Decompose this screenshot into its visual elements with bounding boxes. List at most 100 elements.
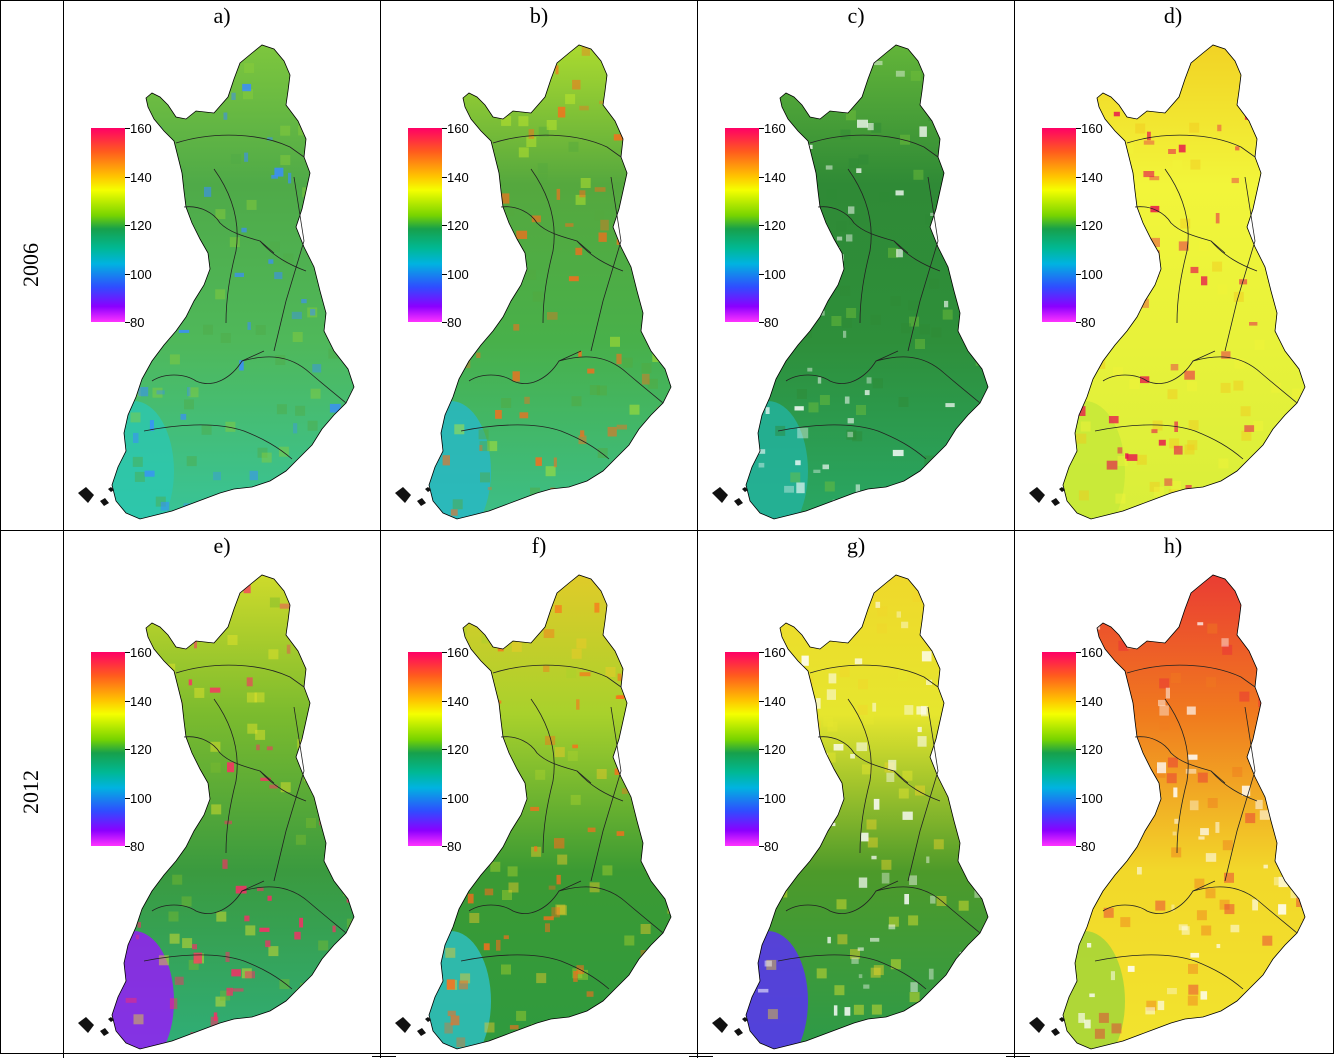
map-panel-g: g) 160 140 120 100 80	[698, 531, 1014, 1055]
colorbar-tick	[442, 225, 447, 226]
colorbar-tick	[442, 797, 447, 799]
colorbar-tick	[759, 322, 764, 323]
colorbar-tick	[759, 700, 764, 702]
colorbar-tick-label: 160	[447, 645, 469, 660]
colorbar-tick-label: 100	[130, 790, 152, 806]
colorbar-tick	[1076, 322, 1081, 323]
panel-label: f)	[531, 533, 547, 558]
colorbar-tick	[125, 225, 130, 226]
colorbar-tick	[1076, 128, 1081, 129]
colorbar-tick-label: 160	[764, 645, 786, 660]
colorbar-tick-label: 120	[130, 742, 152, 757]
map-panel-c: c) 160 140 120 100 80	[698, 1, 1014, 525]
grid-line	[0, 530, 1334, 531]
finland-map	[712, 574, 989, 1050]
colorbar-tick	[125, 797, 130, 799]
map-panel-e: e) 160 140 120 100 80	[64, 531, 380, 1055]
colorbar-tick	[759, 225, 764, 226]
row-label-2012: 2012	[0, 531, 62, 1053]
colorbar-tick	[125, 322, 130, 323]
colorbar-tick	[1076, 797, 1081, 799]
colorbar-tick-label: 80	[447, 839, 462, 854]
colorbar-tick-label: 120	[1081, 742, 1103, 757]
finland-map	[78, 44, 355, 520]
grid-line	[1333, 0, 1334, 1054]
colorbar-tick-label: 80	[130, 315, 145, 330]
row-label-text: 2006	[18, 243, 43, 287]
colorbar-tick	[442, 846, 447, 847]
colorbar-tick	[125, 846, 130, 847]
colorbar-tick-label: 160	[1081, 645, 1103, 660]
map-panel-b: b) 160 140 120 100 80	[381, 1, 697, 525]
colorbar-tick	[1076, 273, 1081, 275]
map-panel-f: f) 160 140 120 100 80	[381, 531, 697, 1055]
colorbar-tick-label: 80	[447, 315, 462, 330]
colorbar: 160 140 120 100 80	[1042, 646, 1103, 853]
colorbar-tick-label: 120	[130, 218, 152, 233]
colorbar-tick-label: 120	[764, 218, 786, 233]
colorbar-tick-label: 160	[764, 121, 786, 136]
colorbar-tick	[1076, 700, 1081, 702]
grid-line	[372, 1056, 396, 1057]
colorbar-tick-label: 80	[1081, 315, 1096, 330]
colorbar-gradient	[91, 652, 125, 846]
colorbar-tick-label: 160	[447, 121, 469, 136]
panel-label: e)	[213, 533, 231, 558]
colorbar-tick-label: 100	[764, 790, 786, 806]
colorbar-gradient	[91, 128, 125, 322]
colorbar-tick	[759, 749, 764, 750]
colorbar-tick	[125, 273, 130, 275]
colorbar-tick	[759, 797, 764, 799]
grid-line	[697, 0, 698, 1058]
colorbar-tick-label: 120	[447, 218, 469, 233]
colorbar-tick	[1076, 652, 1081, 653]
colorbar: 160 140 120 100 80	[725, 646, 786, 853]
colorbar-tick	[1076, 846, 1081, 847]
row-label-text: 2012	[18, 770, 43, 814]
colorbar: 160 140 120 100 80	[91, 646, 152, 853]
grid-line	[689, 1056, 713, 1057]
colorbar-tick-label: 80	[1081, 839, 1096, 854]
grid-line	[0, 0, 1, 1054]
colorbar-gradient	[1042, 128, 1076, 322]
row-label-2006: 2006	[0, 0, 62, 530]
finland-map	[395, 574, 672, 1050]
colorbar-tick-label: 80	[130, 839, 145, 854]
colorbar-tick	[442, 128, 447, 129]
map-panel-a: a) 160 140 120 100 80	[64, 1, 380, 525]
colorbar-tick	[1076, 176, 1081, 178]
colorbar-tick	[442, 322, 447, 323]
colorbar-tick	[125, 700, 130, 702]
colorbar-gradient	[725, 652, 759, 846]
colorbar-tick	[442, 652, 447, 653]
colorbar-tick-label: 160	[130, 645, 152, 660]
finland-map	[78, 574, 355, 1050]
finland-map	[1029, 44, 1306, 520]
colorbar-tick-label: 140	[447, 693, 469, 709]
colorbar-gradient	[725, 128, 759, 322]
colorbar-tick-label: 100	[130, 266, 152, 282]
colorbar-tick	[1076, 225, 1081, 226]
colorbar-tick	[442, 700, 447, 702]
colorbar: 160 140 120 100 80	[91, 122, 152, 329]
grid-line	[0, 1053, 1334, 1054]
colorbar: 160 140 120 100 80	[408, 122, 469, 329]
colorbar: 160 140 120 100 80	[1042, 122, 1103, 329]
map-panel-d: d) 160 140 120 100 80	[1015, 1, 1331, 525]
panel-label: a)	[213, 3, 231, 28]
colorbar-tick	[759, 273, 764, 275]
colorbar-tick-label: 140	[1081, 693, 1103, 709]
colorbar-tick-label: 100	[1081, 266, 1103, 282]
colorbar-tick	[442, 176, 447, 178]
colorbar-tick	[1076, 749, 1081, 750]
colorbar-tick	[759, 176, 764, 178]
grid-line	[1014, 0, 1015, 1058]
finland-map	[395, 44, 672, 520]
panel-label: c)	[847, 3, 865, 28]
grid-line	[63, 0, 64, 1058]
colorbar-tick-label: 120	[1081, 218, 1103, 233]
colorbar-tick-label: 100	[1081, 790, 1103, 806]
colorbar-gradient	[408, 128, 442, 322]
colorbar-tick-label: 160	[130, 121, 152, 136]
